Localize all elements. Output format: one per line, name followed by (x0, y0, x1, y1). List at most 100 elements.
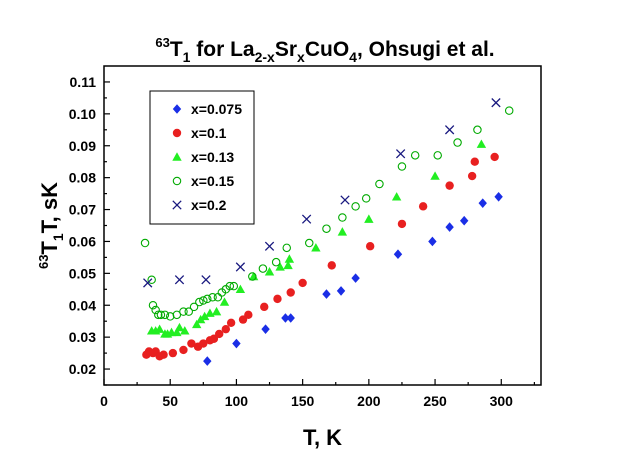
data-point (213, 293, 223, 302)
data-point (340, 195, 350, 205)
data-point (264, 267, 275, 276)
legend-item: x=0.15 (172, 173, 234, 189)
data-point (199, 296, 208, 305)
data-point (397, 162, 407, 171)
data-point (205, 308, 215, 317)
legend-marker (172, 104, 182, 114)
data-point (261, 324, 270, 334)
data-point (305, 238, 314, 248)
data-point (229, 281, 239, 291)
data-point (410, 151, 420, 160)
data-point (418, 202, 428, 211)
x-tick-label: 50 (162, 393, 178, 409)
data-point (453, 138, 462, 147)
data-point (219, 297, 230, 306)
data-point (168, 348, 178, 358)
title-text-2: for La (190, 38, 254, 61)
data-point (286, 288, 295, 297)
data-point (298, 278, 307, 288)
data-point (203, 356, 212, 366)
title-text-3: Sr (275, 38, 297, 61)
data-point (225, 281, 235, 291)
data-point (275, 262, 285, 271)
data-point (151, 305, 160, 315)
data-point (433, 151, 442, 160)
x-tick-label: 300 (490, 393, 514, 409)
series-x-0-13 (146, 139, 487, 338)
data-point (160, 310, 170, 320)
data-point (478, 198, 487, 208)
data-point (235, 284, 246, 293)
data-point (147, 275, 156, 284)
data-point (260, 302, 269, 312)
ylabel-text-2: T, sK (37, 182, 62, 233)
data-point (365, 242, 375, 251)
data-point (140, 238, 150, 248)
x-tick-label: 0 (100, 393, 108, 409)
legend-item: x=0.1 (172, 125, 227, 141)
x-tick-label: 150 (291, 393, 315, 409)
title-subscript-3: x (297, 49, 305, 65)
data-point (361, 194, 371, 203)
x-tick-label: 200 (357, 393, 381, 409)
title-subscript-2: 2-x (255, 49, 275, 65)
legend-label: x=0.13 (191, 149, 234, 165)
data-point (470, 157, 479, 166)
data-point (189, 302, 199, 312)
legend-marker (172, 128, 182, 138)
y-axis-tick-labels: 0.02 0.03 0.04 0.05 0.06 0.07 0.08 0.09 0.10 0.11 (69, 74, 96, 377)
data-point (159, 350, 168, 359)
legend-label: x=0.1 (191, 125, 227, 141)
x-axis-tick-labels: 0 50 100 150 200 250 300 (100, 393, 513, 409)
legend-marker (172, 152, 182, 161)
data-point (156, 310, 166, 320)
data-point (244, 310, 253, 320)
legend: x=0.075 x=0.1 x=0.13 x=0.15 x=0.2 (149, 90, 255, 225)
data-point (258, 264, 268, 273)
legend-marker (172, 200, 182, 210)
y-axis-title: 63T1T, sK (36, 182, 66, 269)
data-point (338, 213, 347, 222)
data-point (459, 215, 469, 226)
data-point (428, 236, 437, 247)
data-point (284, 254, 295, 263)
x-tick-label: 250 (423, 393, 447, 409)
data-point (221, 324, 231, 334)
data-point (444, 125, 455, 135)
x-tick-label: 100 (225, 393, 249, 409)
y-tick-label: 0.05 (69, 265, 96, 281)
title-text-4: CuO (305, 38, 349, 61)
data-point (172, 310, 182, 320)
data-point (179, 345, 188, 355)
series-x-0-15 (140, 106, 514, 321)
y-tick-label: 0.04 (69, 297, 96, 313)
data-point (187, 339, 196, 348)
data-point (445, 222, 454, 232)
ylabel-subscript: 1 (50, 233, 66, 241)
data-point (364, 214, 374, 223)
svg-text:63T1 for La2-xSrxCuO4, Ohsugi: 63T1 for La2-xSrxCuO4, Ohsugi et al. (155, 35, 494, 65)
svg-text:63T1T, sK: 63T1T, sK (36, 182, 66, 269)
data-point (264, 241, 275, 251)
data-point (174, 322, 185, 332)
data-point (351, 202, 360, 211)
data-point (491, 98, 501, 108)
data-point (281, 313, 290, 323)
data-point (154, 324, 165, 333)
data-point (248, 272, 257, 281)
data-point (172, 327, 182, 337)
data-point (286, 313, 295, 323)
axis-ticks (103, 81, 535, 386)
data-point (504, 106, 514, 115)
legend-marker (172, 176, 182, 186)
data-point (232, 338, 241, 349)
data-point (445, 181, 454, 190)
data-point (467, 171, 477, 181)
data-point (322, 289, 331, 299)
y-tick-label: 0.06 (69, 233, 96, 249)
data-point (430, 171, 440, 180)
data-point (174, 275, 185, 285)
data-point (283, 260, 293, 270)
data-point (201, 275, 211, 285)
